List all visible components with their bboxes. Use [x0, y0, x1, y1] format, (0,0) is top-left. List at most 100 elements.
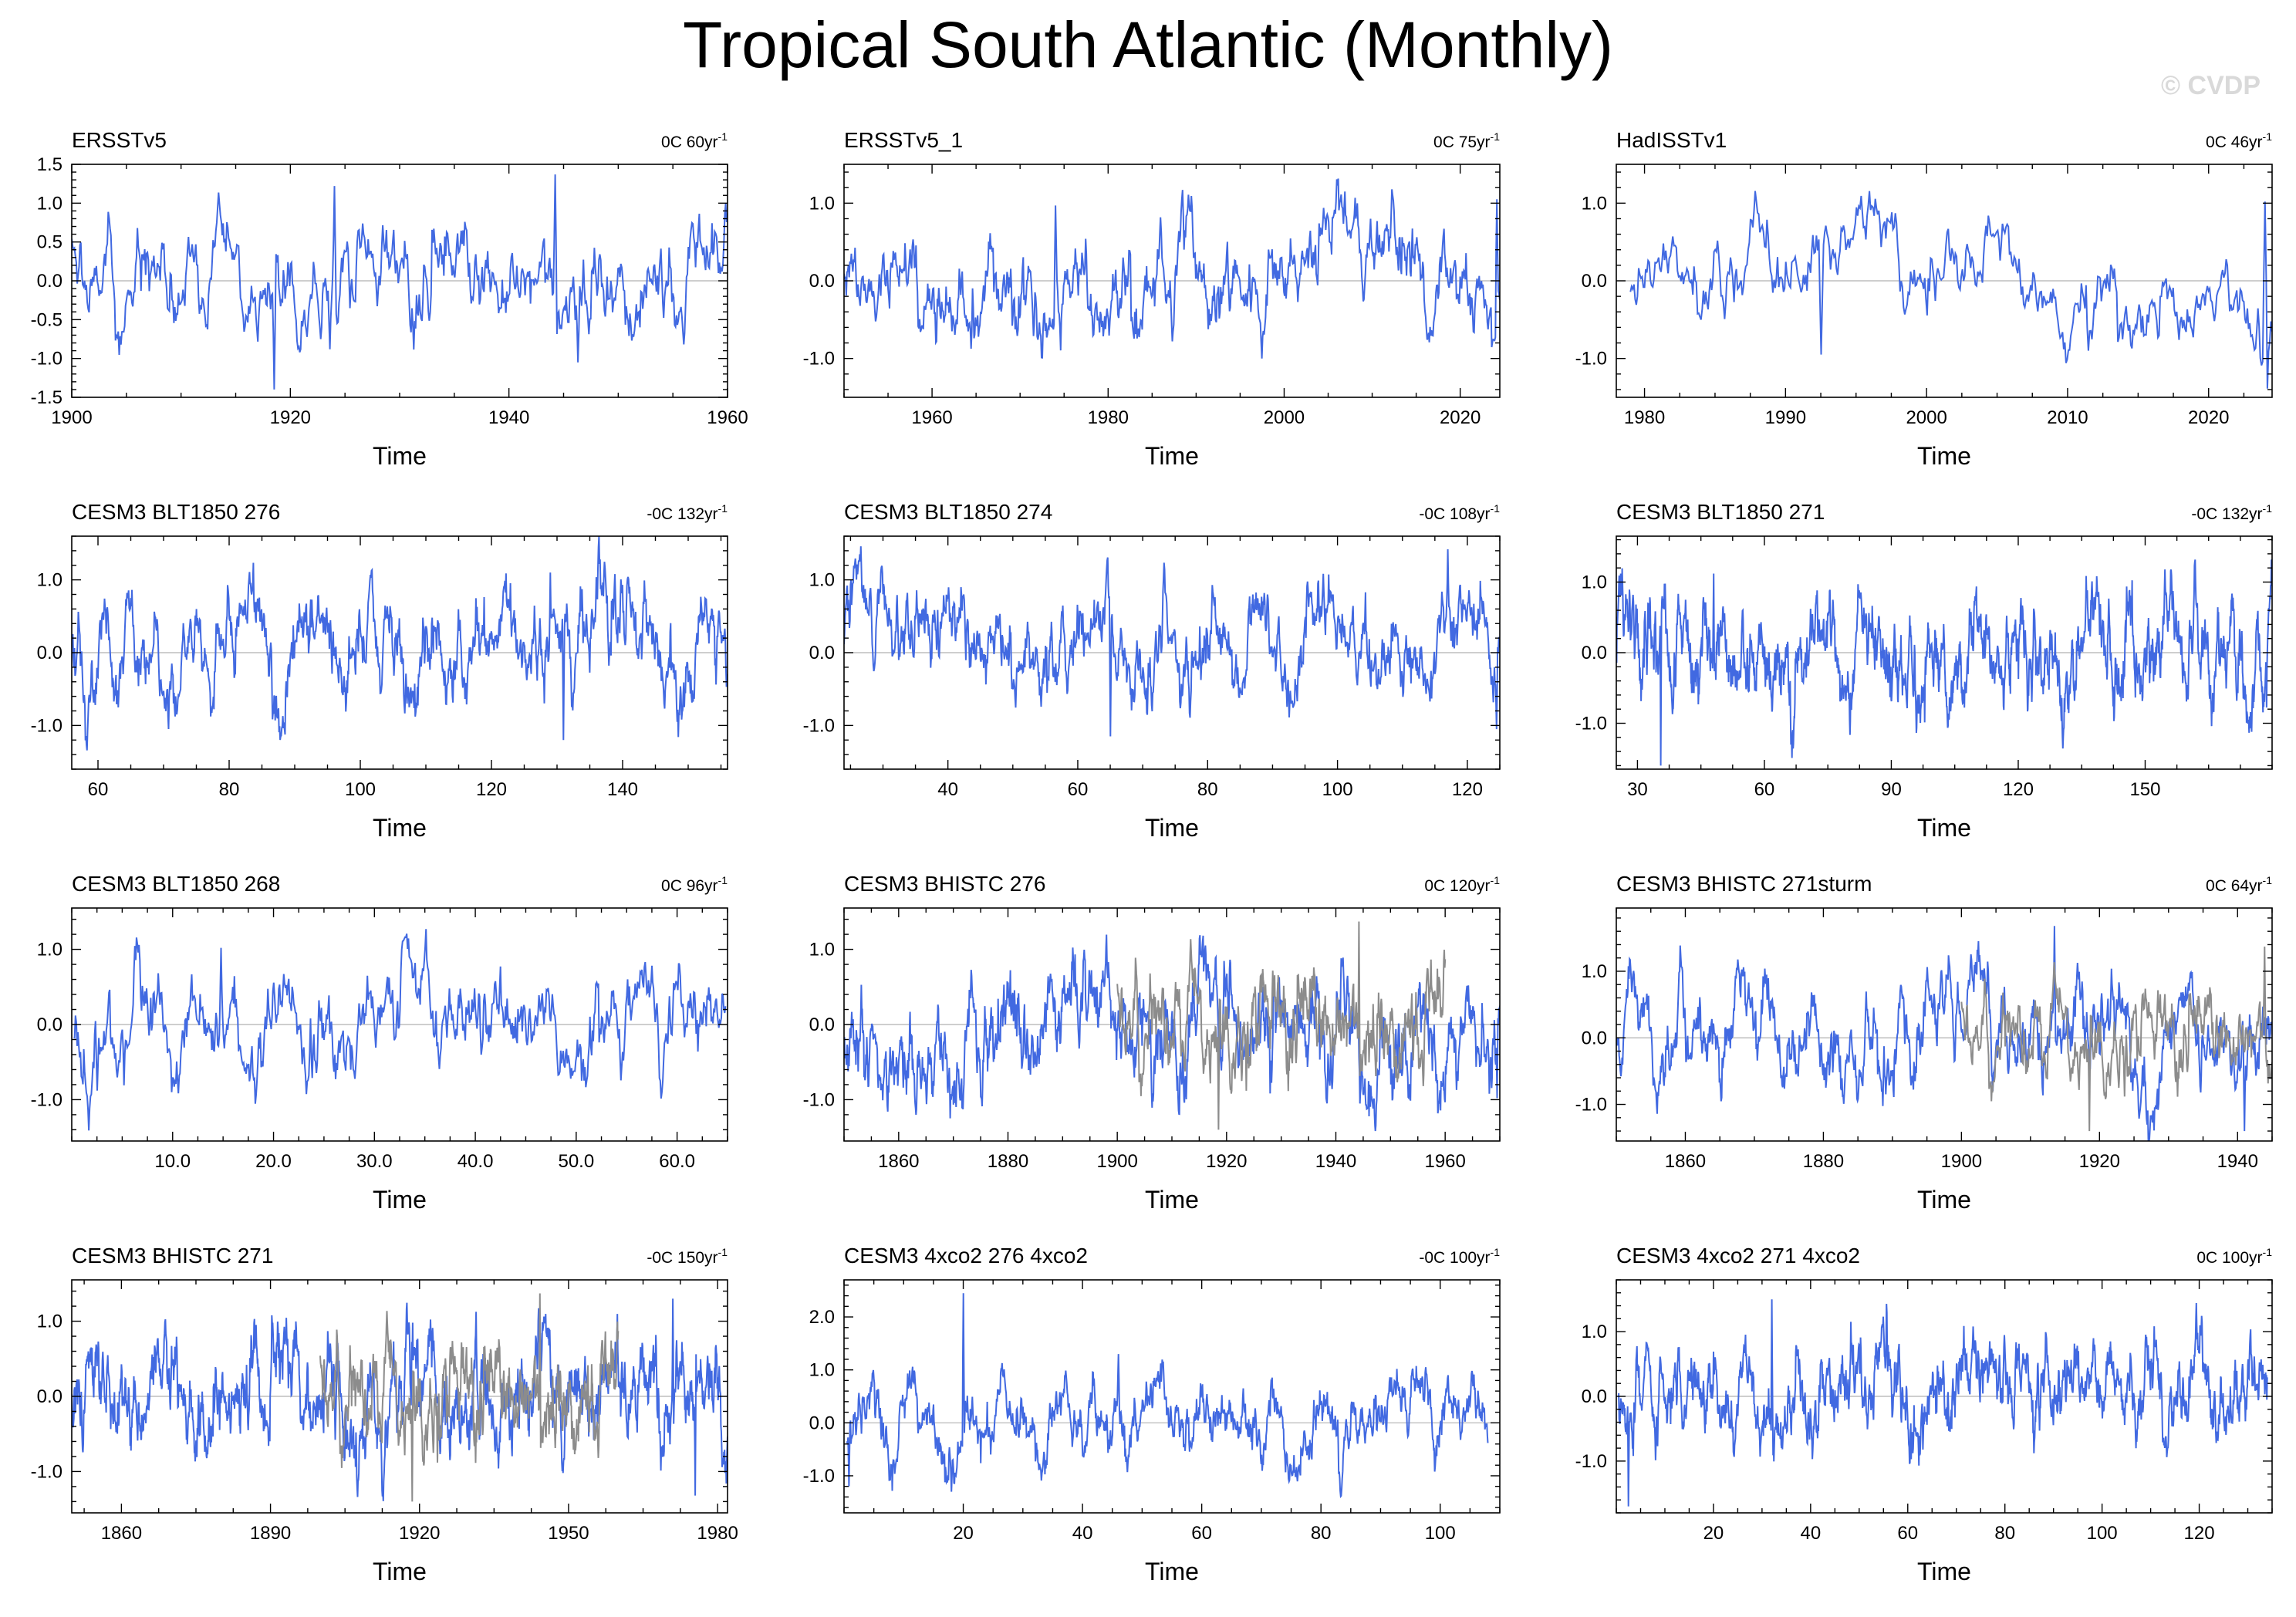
y-tick-label: 0.5 — [37, 232, 62, 253]
y-tick-label: 0.0 — [809, 271, 835, 292]
x-tick-label: 1860 — [101, 1523, 142, 1544]
x-tick-label: 60 — [1897, 1523, 1918, 1544]
trend-exponent: -1 — [1491, 130, 1501, 143]
y-tick-label: -1.0 — [803, 1089, 835, 1110]
trend-exponent: -1 — [718, 130, 728, 143]
trend-value: -0C 132yr — [2191, 505, 2262, 523]
x-tick-label: 40 — [1801, 1523, 1822, 1544]
series-line — [73, 929, 727, 1131]
series-line — [72, 536, 728, 751]
x-tick-label: 60 — [88, 779, 109, 800]
y-tick-label: 0.0 — [1582, 1028, 1607, 1048]
trend-value: 0C 120yr — [1424, 877, 1490, 895]
x-tick-label: 80 — [219, 779, 240, 800]
panel-title: CESM3 BLT1850 268 — [72, 872, 280, 896]
x-axis-label: Time — [1145, 442, 1199, 470]
x-axis-label: Time — [1917, 442, 1971, 470]
x-tick-label: 140 — [607, 779, 638, 800]
chart-panel: HadISSTv1 0C 46yr-1 1980 1990 2000 2010 2020 -1… — [1575, 128, 2273, 470]
reference-series-line — [319, 1293, 620, 1502]
x-tick-label: 2020 — [2188, 407, 2229, 428]
trend-value: 0C 46yr — [2206, 133, 2263, 151]
panel-title: CESM3 4xco2 276 4xco2 — [844, 1244, 1088, 1268]
x-tick-label: 120 — [1452, 779, 1483, 800]
x-tick-label: 50.0 — [558, 1151, 594, 1172]
chart-panel: CESM3 4xco2 276 4xco2 -0C 100yr-1 20 40 60 80… — [803, 1244, 1501, 1585]
x-tick-label: 100 — [2087, 1523, 2118, 1544]
x-tick-label: 60 — [1068, 779, 1089, 800]
trend-label: -0C 108yr-1 — [1419, 502, 1500, 523]
x-axis-label: Time — [373, 442, 427, 470]
y-tick-label: 0.0 — [37, 1014, 62, 1035]
trend-value: 0C 60yr — [661, 133, 718, 151]
y-tick-label: -1.0 — [1575, 714, 1607, 734]
trend-exponent: -1 — [718, 874, 728, 886]
trend-exponent: -1 — [718, 1246, 728, 1258]
chart-panel: CESM3 BLT1850 276 -0C 132yr-1 60 80 100 120 14… — [31, 500, 728, 842]
trend-label: 0C 46yr-1 — [2206, 130, 2272, 151]
trend-value: -0C 100yr — [1419, 1249, 1490, 1267]
series-line — [72, 174, 728, 390]
cvdp-watermark: © CVDP — [2161, 71, 2261, 100]
x-tick-label: 40 — [937, 779, 958, 800]
x-tick-label: 2000 — [1906, 407, 1947, 428]
panel-title: CESM3 BHISTC 276 — [844, 872, 1045, 896]
y-tick-label: 1.0 — [809, 940, 835, 960]
x-tick-label: 120 — [2184, 1523, 2215, 1544]
trend-label: -0C 150yr-1 — [647, 1246, 728, 1267]
x-tick-label: 2020 — [1440, 407, 1481, 428]
trend-value: -0C 108yr — [1419, 505, 1490, 523]
x-tick-label: 1920 — [270, 407, 311, 428]
trend-exponent: -1 — [2263, 874, 2273, 886]
x-tick-label: 20 — [1703, 1523, 1724, 1544]
reference-series-line — [1116, 921, 1447, 1130]
x-tick-label: 2010 — [2047, 407, 2088, 428]
x-tick-label: 40.0 — [458, 1151, 494, 1172]
series-line — [844, 178, 1500, 359]
y-tick-label: 0.0 — [1582, 643, 1607, 663]
x-tick-label: 1890 — [250, 1523, 291, 1544]
x-tick-label: 80 — [1197, 779, 1218, 800]
series-line — [846, 1293, 1489, 1499]
y-tick-label: 0.0 — [809, 1413, 835, 1433]
series-line — [1618, 1299, 2268, 1507]
y-tick-label: -1.5 — [31, 387, 62, 408]
series-line — [1616, 559, 2272, 766]
y-tick-label: 0.0 — [1582, 271, 1607, 292]
trend-label: 0C 96yr-1 — [661, 874, 728, 895]
x-tick-label: 20.0 — [255, 1151, 292, 1172]
x-tick-label: 1960 — [1424, 1151, 1465, 1172]
chart-panel: ERSSTv5_1 0C 75yr-1 1960 1980 2000 2020 -1.0 0.… — [803, 128, 1501, 470]
series-line — [1629, 191, 2272, 389]
x-tick-label: 1920 — [1206, 1151, 1247, 1172]
panel-title: CESM3 BLT1850 271 — [1616, 500, 1825, 524]
x-tick-label: 1980 — [1624, 407, 1665, 428]
trend-value: 0C 96yr — [661, 877, 718, 895]
series-line — [72, 1298, 728, 1501]
x-tick-label: 100 — [1425, 1523, 1456, 1544]
trend-label: -0C 132yr-1 — [647, 502, 728, 523]
x-axis-label: Time — [1145, 1558, 1199, 1585]
y-tick-label: -1.0 — [31, 349, 62, 370]
y-tick-label: 1.0 — [1582, 193, 1607, 214]
chart-panel: CESM3 BLT1850 268 0C 96yr-1 10.0 20.0 30.0 40… — [31, 872, 728, 1214]
y-tick-label: 0.0 — [809, 1014, 835, 1035]
trend-exponent: -1 — [2263, 1246, 2273, 1258]
x-axis-label: Time — [373, 1558, 427, 1585]
series-line — [844, 934, 1500, 1132]
x-tick-label: 100 — [1322, 779, 1353, 800]
x-tick-label: 120 — [476, 779, 507, 800]
panel-title: HadISSTv1 — [1616, 128, 1727, 152]
series-line — [1616, 926, 2272, 1141]
trend-label: -0C 100yr-1 — [1419, 1246, 1500, 1267]
x-tick-label: 150 — [2129, 779, 2160, 800]
trend-value: -0C 150yr — [647, 1249, 718, 1267]
trend-label: -0C 132yr-1 — [2191, 502, 2272, 523]
x-tick-label: 1950 — [548, 1523, 589, 1544]
y-tick-label: -1.0 — [803, 1466, 835, 1487]
x-tick-label: 30 — [1627, 779, 1648, 800]
x-tick-label: 80 — [1311, 1523, 1332, 1544]
trend-exponent: -1 — [2263, 130, 2273, 143]
x-tick-label: 1860 — [878, 1151, 919, 1172]
